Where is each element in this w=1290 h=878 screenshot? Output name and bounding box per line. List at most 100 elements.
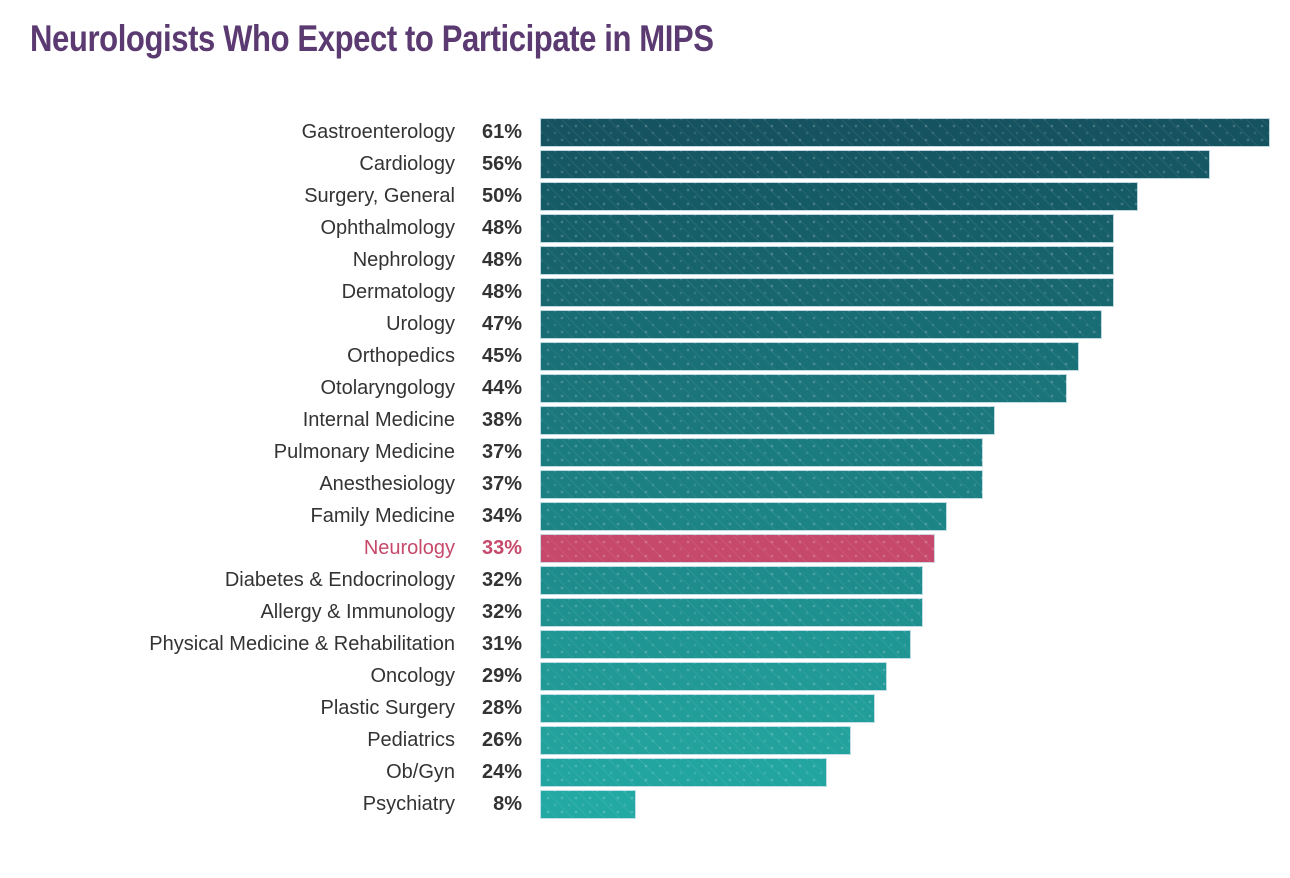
chart-row: Urology 47% [0, 308, 1290, 340]
bar [540, 725, 852, 755]
value-label: 48% [481, 281, 522, 303]
value-label: 32% [481, 569, 522, 591]
bar [540, 149, 1211, 179]
bar [540, 693, 876, 723]
bar-chart: Gastroenterology 61% Cardiology 56% Surgery,… [0, 116, 1290, 820]
value-label: 8% [493, 793, 522, 815]
bar-track [540, 533, 1270, 563]
value-label: 48% [481, 249, 522, 271]
value-label: 26% [481, 729, 522, 751]
category-label: Plastic Surgery [320, 697, 456, 719]
bar [540, 373, 1067, 403]
value-label-highlighted: 33% [481, 537, 522, 559]
category-label: Otolaryngology [320, 377, 455, 399]
value-label: 28% [481, 697, 522, 719]
chart-row: Psychiatry 8% [0, 788, 1290, 820]
bar [540, 437, 983, 467]
chart-row: Orthopedics 45% [0, 340, 1290, 372]
bar-track [540, 373, 1270, 403]
category-label: Oncology [370, 665, 456, 687]
category-label: Dermatology [341, 281, 455, 303]
category-label: Physical Medicine & Rehabilitation [149, 633, 455, 655]
category-label: Orthopedics [347, 345, 455, 367]
category-label: Urology [386, 313, 455, 335]
bar [540, 469, 983, 499]
chart-title: Neurologists Who Expect to Participate i… [30, 18, 714, 59]
chart-row: Family Medicine 34% [0, 500, 1290, 532]
chart-row: Gastroenterology 61% [0, 116, 1290, 148]
chart-row: Diabetes & Endocrinology 32% [0, 564, 1290, 596]
value-label: 44% [481, 377, 522, 399]
chart-row: Pediatrics 26% [0, 724, 1290, 756]
category-label: Pulmonary Medicine [273, 441, 455, 463]
bar [540, 341, 1079, 371]
bar-track [540, 213, 1270, 243]
category-label: Gastroenterology [301, 121, 455, 143]
value-label: 31% [481, 633, 522, 655]
value-label: 34% [481, 505, 522, 527]
bar-track [540, 405, 1270, 435]
chart-row: Plastic Surgery 28% [0, 692, 1290, 724]
value-label: 37% [481, 441, 522, 463]
value-label: 37% [481, 473, 522, 495]
bar [540, 789, 636, 819]
chart-row: Allergy & Immunology 32% [0, 596, 1290, 628]
chart-row: Ob/Gyn 24% [0, 756, 1290, 788]
bar [540, 277, 1115, 307]
value-label: 24% [481, 761, 522, 783]
bar [540, 213, 1115, 243]
bar [540, 565, 923, 595]
chart-row: Oncology 29% [0, 660, 1290, 692]
chart-row: Ophthalmology 48% [0, 212, 1290, 244]
bar-track [540, 469, 1270, 499]
bar [540, 309, 1103, 339]
bar-track [540, 437, 1270, 467]
bar-track [540, 661, 1270, 691]
bar-highlighted [540, 533, 935, 563]
category-label: Family Medicine [310, 505, 455, 527]
category-label: Pediatrics [367, 729, 455, 751]
bar-track [540, 149, 1270, 179]
bar-track [540, 341, 1270, 371]
category-label: Allergy & Immunology [260, 601, 455, 623]
chart-row: Anesthesiology 37% [0, 468, 1290, 500]
category-label: Psychiatry [362, 793, 455, 815]
category-label: Internal Medicine [302, 409, 455, 431]
bar [540, 597, 923, 627]
bar-track [540, 181, 1270, 211]
value-label: 38% [481, 409, 522, 431]
bar [540, 181, 1139, 211]
value-label: 32% [481, 601, 522, 623]
category-label: Diabetes & Endocrinology [224, 569, 455, 591]
chart-row: Cardiology 56% [0, 148, 1290, 180]
bar-track [540, 277, 1270, 307]
category-label: Cardiology [359, 153, 455, 175]
category-label: Surgery, General [304, 185, 455, 207]
category-label-highlighted: Neurology [363, 537, 455, 559]
chart-row: Physical Medicine & Rehabilitation 31% [0, 628, 1290, 660]
bar-track [540, 309, 1270, 339]
chart-row: Internal Medicine 38% [0, 404, 1290, 436]
bar [540, 661, 888, 691]
chart-row: Neurology 33% [0, 532, 1290, 564]
chart-row: Surgery, General 50% [0, 180, 1290, 212]
value-label: 29% [481, 665, 522, 687]
bar-track [540, 629, 1270, 659]
value-label: 48% [481, 217, 522, 239]
bar [540, 629, 911, 659]
bar [540, 757, 828, 787]
chart-row: Otolaryngology 44% [0, 372, 1290, 404]
bar-track [540, 725, 1270, 755]
bar-track [540, 693, 1270, 723]
value-label: 45% [481, 345, 522, 367]
bar [540, 501, 947, 531]
bar-track [540, 117, 1270, 147]
value-label: 56% [481, 153, 522, 175]
value-label: 61% [481, 121, 522, 143]
chart-row: Nephrology 48% [0, 244, 1290, 276]
bar-track [540, 597, 1270, 627]
bar-track [540, 757, 1270, 787]
bar [540, 405, 995, 435]
bar-track [540, 501, 1270, 531]
value-label: 47% [481, 313, 522, 335]
